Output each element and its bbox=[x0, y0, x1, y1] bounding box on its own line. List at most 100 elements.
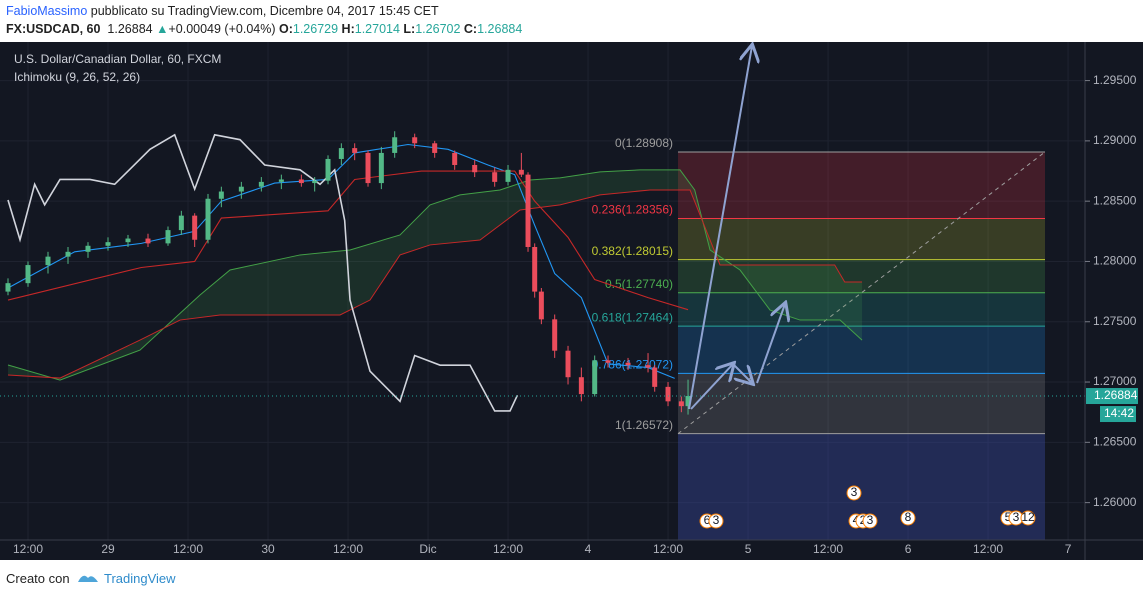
candle-body bbox=[65, 251, 71, 257]
candle-body bbox=[298, 179, 304, 184]
candle-body bbox=[365, 152, 371, 184]
candle-body bbox=[565, 350, 571, 378]
background bbox=[0, 42, 1143, 560]
h: 1.27014 bbox=[354, 22, 400, 36]
y-tick-label: 1.28500 bbox=[1093, 193, 1137, 207]
published: pubblicato su TradingView.com, Dicembre … bbox=[90, 4, 439, 18]
x-tick-label: 12:00 bbox=[653, 542, 683, 556]
y-tick-label: 1.26500 bbox=[1093, 435, 1137, 449]
candle-body bbox=[105, 242, 111, 246]
c: 1.26884 bbox=[477, 22, 523, 36]
event-label: 6 bbox=[704, 513, 711, 527]
arrow bbox=[732, 363, 752, 383]
fib-label: 0.236(1.28356) bbox=[592, 203, 673, 217]
author[interactable]: FabioMassimo bbox=[6, 4, 88, 18]
fib-trend-line bbox=[677, 151, 1046, 435]
chart-title: U.S. Dollar/Canadian Dollar, 60, FXCM bbox=[14, 52, 221, 66]
candle-body bbox=[665, 386, 671, 402]
h-label: H: bbox=[341, 22, 355, 36]
candle-body bbox=[538, 291, 544, 320]
candle-body bbox=[472, 164, 478, 173]
event-label: 8 bbox=[905, 510, 912, 524]
indicator-line bbox=[7, 133, 519, 412]
footer: Creato con TradingView bbox=[0, 560, 1143, 596]
candle-body bbox=[238, 186, 244, 192]
x-tick-label: 30 bbox=[261, 542, 275, 556]
event-badge bbox=[862, 513, 878, 529]
indicator-line bbox=[7, 170, 689, 311]
x-tick-label: 12:00 bbox=[493, 542, 523, 556]
candle-body bbox=[578, 377, 584, 395]
candle-body bbox=[218, 191, 224, 199]
candle-body bbox=[552, 319, 558, 351]
symbol: FX:USDCAD, 60 bbox=[6, 22, 101, 36]
event-label: 3 bbox=[713, 513, 720, 527]
event-badge bbox=[900, 510, 916, 526]
fib-label: 0.618(1.27464) bbox=[592, 310, 673, 324]
fib-band bbox=[678, 151, 1045, 219]
fib-label: 0.5(1.27740) bbox=[605, 277, 673, 291]
candle-body bbox=[412, 137, 418, 144]
fib-label: 0(1.28908) bbox=[615, 136, 673, 150]
candle-body bbox=[678, 401, 684, 407]
o-label: O: bbox=[278, 22, 293, 36]
x-tick-label: 12:00 bbox=[813, 542, 843, 556]
candle-body bbox=[532, 246, 538, 292]
x-tick-label: 5 bbox=[745, 542, 752, 556]
y-tick-label: 1.27000 bbox=[1093, 374, 1137, 388]
candle-body bbox=[85, 245, 91, 252]
l: 1.26702 bbox=[415, 22, 461, 36]
last: 1.26884 bbox=[107, 22, 153, 36]
candle-body bbox=[432, 143, 438, 153]
candle-body bbox=[165, 230, 171, 244]
candle-body bbox=[352, 148, 358, 153]
x-tick-label: 7 bbox=[1065, 542, 1072, 556]
x-tick-label: 12:00 bbox=[13, 542, 43, 556]
candle-body bbox=[178, 215, 184, 231]
candle-body bbox=[392, 137, 398, 153]
arrow bbox=[690, 364, 733, 410]
candle-body bbox=[338, 148, 344, 159]
arrow bbox=[756, 304, 785, 384]
countdown-tag bbox=[1100, 406, 1136, 423]
cloud-span bbox=[7, 189, 863, 379]
brand-logo bbox=[78, 575, 98, 582]
last-price-label: 1.26884 bbox=[1094, 388, 1138, 402]
event-label: 3 bbox=[867, 513, 874, 527]
y-tick-label: 1.29000 bbox=[1093, 133, 1137, 147]
x-tick-label: Dic bbox=[419, 542, 436, 556]
fib-band bbox=[678, 292, 1045, 327]
candle-body bbox=[325, 158, 331, 181]
y-tick-label: 1.29500 bbox=[1093, 73, 1137, 87]
candle-body bbox=[45, 256, 51, 266]
fib-band bbox=[678, 218, 1045, 260]
fib-label: 1(1.26572) bbox=[615, 418, 673, 432]
candle-body bbox=[312, 180, 318, 184]
brand[interactable]: TradingView bbox=[104, 571, 176, 586]
c-label: C: bbox=[463, 22, 478, 36]
event-label: 3 bbox=[851, 485, 858, 499]
fib-label: 0.786(1.27072) bbox=[592, 358, 673, 372]
last-price-tag bbox=[1086, 388, 1138, 405]
candle-body bbox=[258, 181, 264, 187]
cloud-fill bbox=[8, 169, 863, 381]
candle-body bbox=[525, 174, 531, 247]
x-tick-label: 6 bbox=[905, 542, 912, 556]
event-badge bbox=[1020, 510, 1036, 526]
o: 1.26729 bbox=[292, 22, 339, 36]
arrow bbox=[688, 46, 752, 410]
event-label: 3 bbox=[1013, 510, 1020, 524]
y-tick-label: 1.28000 bbox=[1093, 254, 1137, 268]
event-label: 12 bbox=[1021, 510, 1035, 524]
candle-body bbox=[125, 238, 131, 243]
indicator-label: Ichimoku (9, 26, 52, 26) bbox=[14, 70, 140, 84]
x-tick-label: 29 bbox=[101, 542, 115, 556]
publish-line: FabioMassimo pubblicato su TradingView.c… bbox=[6, 4, 439, 18]
chart: 0(1.28908) 0.236(1.28356) 0.382(1.28015) 0.… bbox=[0, 42, 1143, 560]
candle-body bbox=[192, 215, 198, 240]
l-label: L: bbox=[403, 22, 416, 36]
candle-body bbox=[518, 169, 524, 175]
projection-arrows bbox=[688, 46, 785, 410]
candle-body bbox=[592, 360, 598, 395]
